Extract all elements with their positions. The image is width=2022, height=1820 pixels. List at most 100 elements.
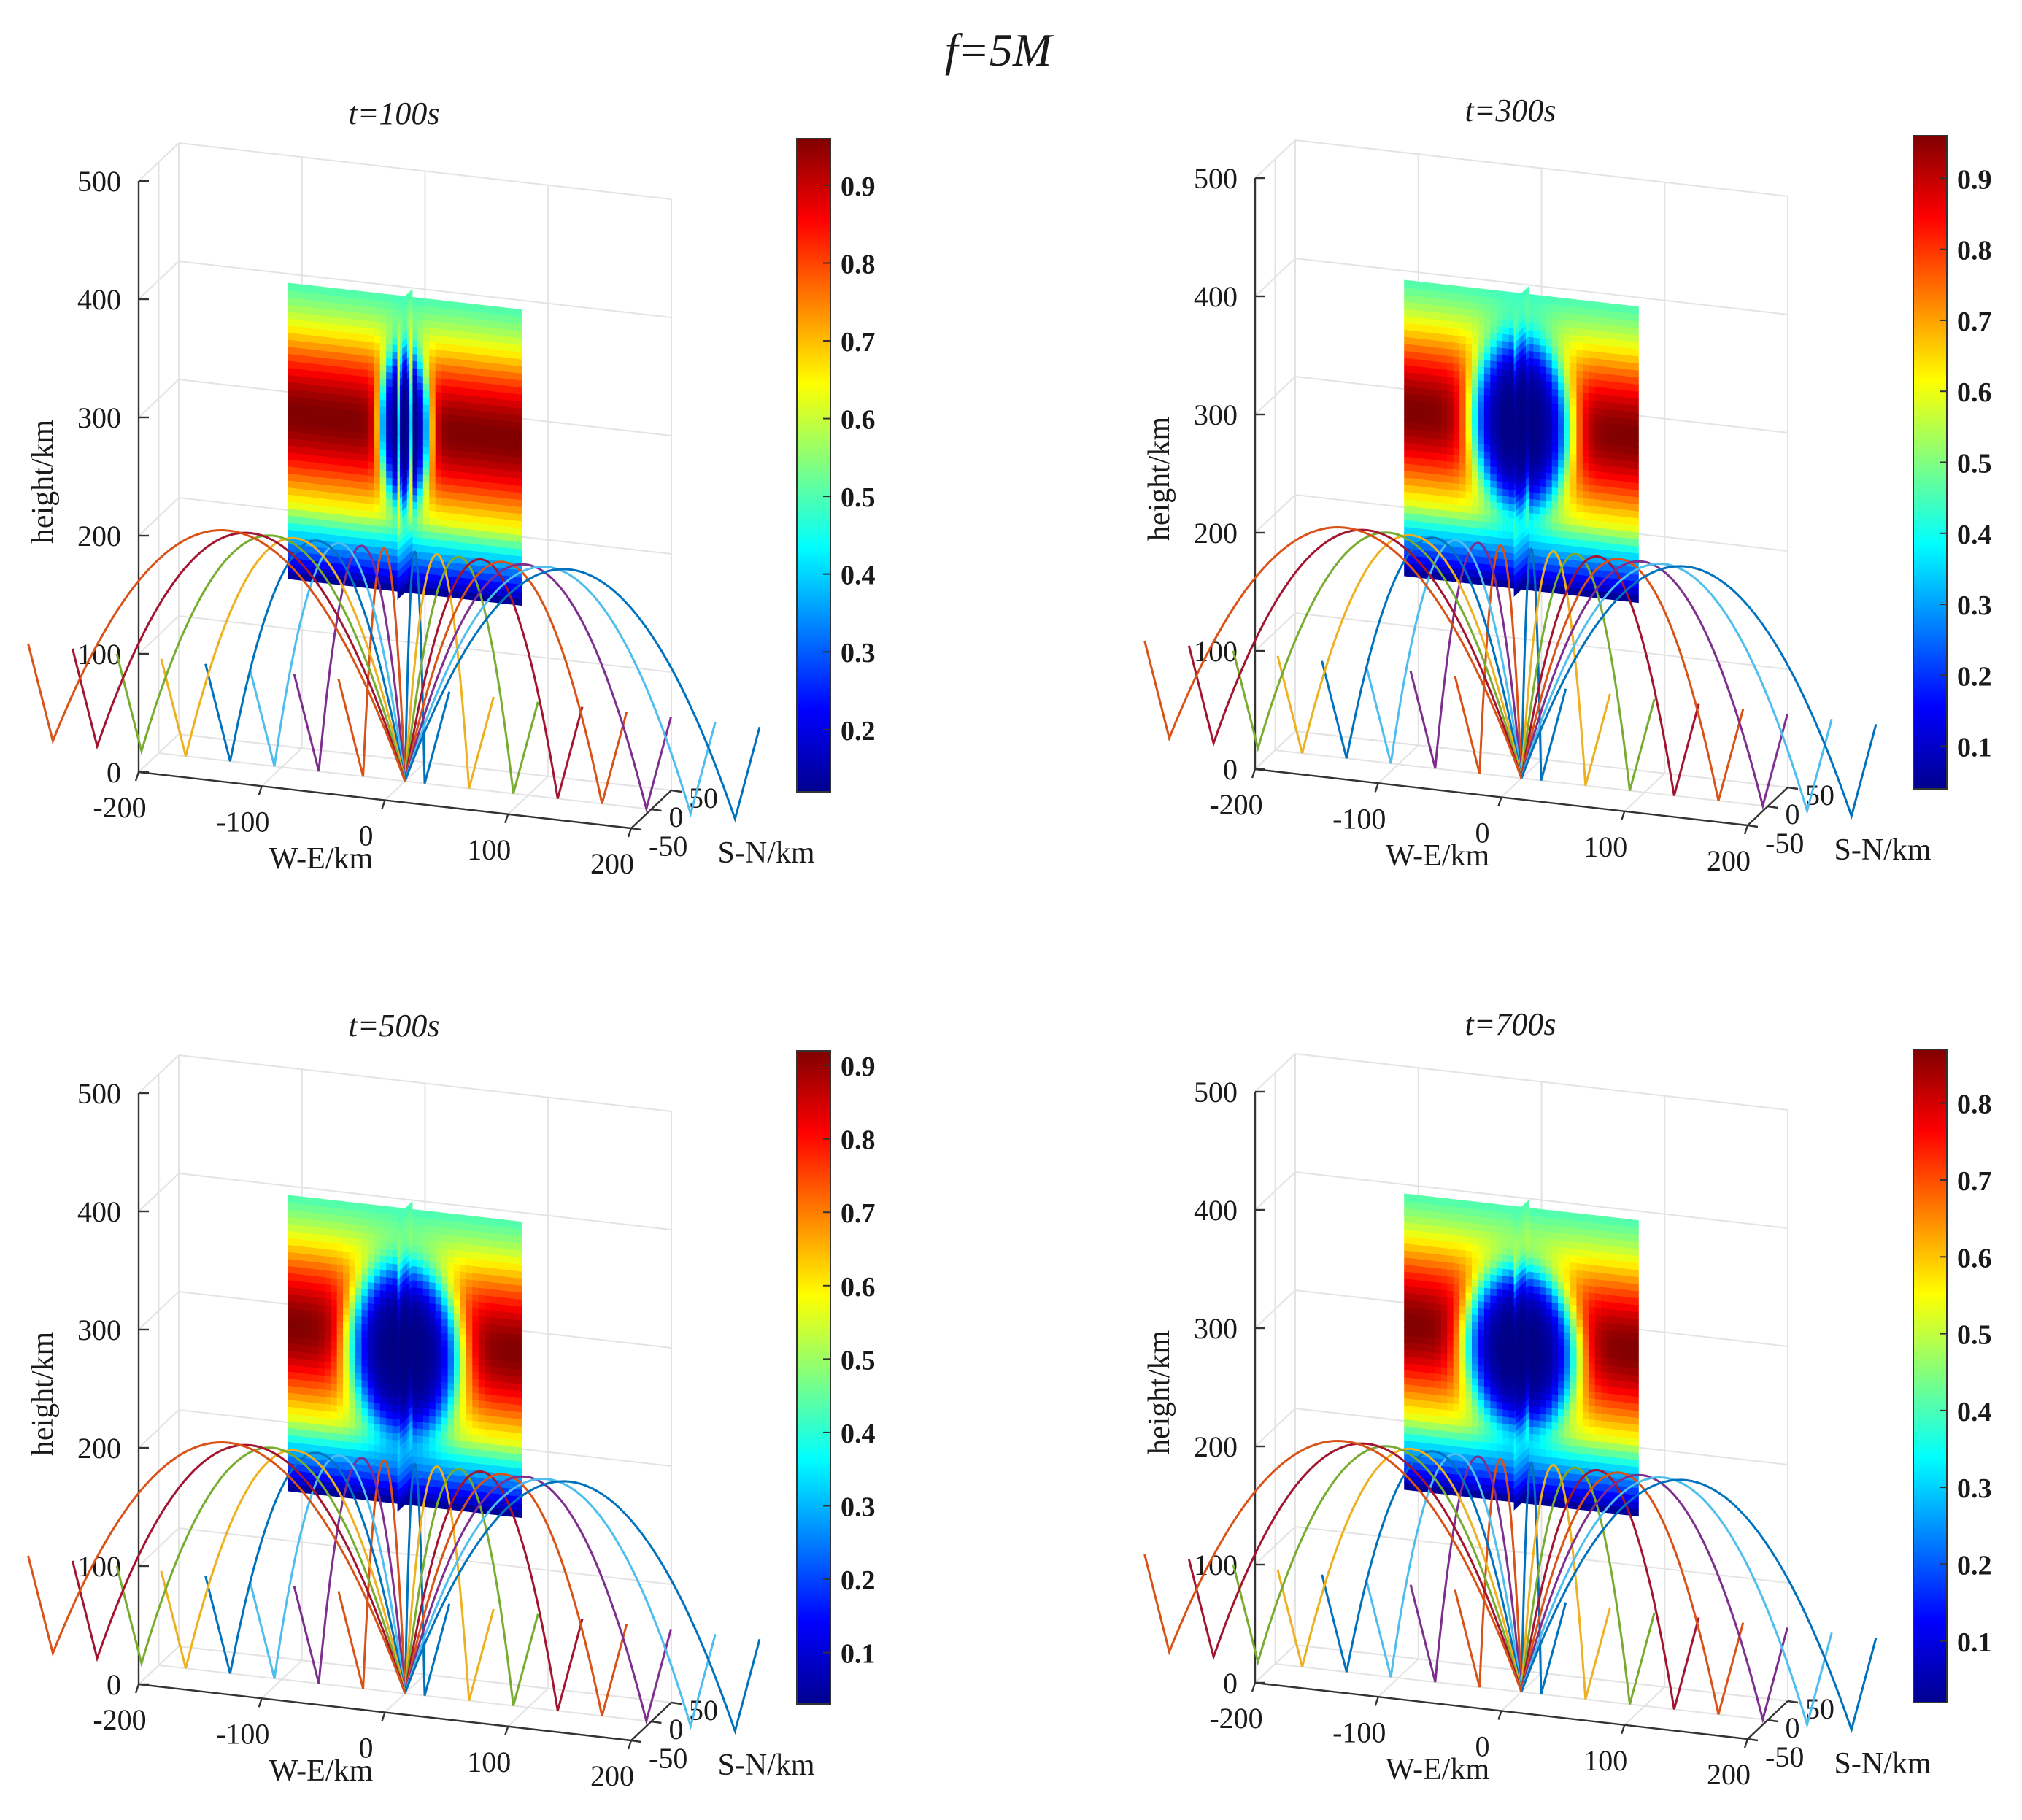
slice-cell <box>429 538 436 547</box>
slice-cell <box>361 1231 368 1241</box>
slice-cell <box>343 1215 350 1225</box>
slice-cell <box>1428 416 1436 425</box>
slice-cell <box>485 361 492 371</box>
slice-cell <box>343 1447 350 1457</box>
slice-cell <box>318 321 325 331</box>
slice-cell <box>1428 387 1436 397</box>
slice-cell <box>1619 529 1627 539</box>
slice-cell <box>386 385 393 394</box>
slice-cell <box>441 350 449 358</box>
slice-cell <box>515 400 522 409</box>
slice-cell <box>1570 482 1578 490</box>
slice-cell <box>367 369 375 378</box>
slice-cell <box>454 393 461 402</box>
slice-cell <box>417 1223 424 1233</box>
slice-cell <box>417 360 424 370</box>
slice-cell <box>1607 303 1615 312</box>
panel-title: t=500s <box>348 1008 439 1044</box>
slice-cell <box>312 419 320 428</box>
slice-cell <box>503 307 510 316</box>
slice-cell <box>288 290 295 298</box>
slice-cell <box>1404 455 1411 465</box>
slice-cell <box>1625 312 1633 321</box>
slice-cell <box>318 314 325 323</box>
slice-cell <box>349 367 356 376</box>
slice-cell <box>300 467 307 476</box>
slice-cell <box>1483 373 1492 382</box>
slice-cell <box>454 379 461 388</box>
slice-cell <box>355 494 363 504</box>
slice-cell <box>288 1370 295 1380</box>
slice-cell <box>1502 340 1510 350</box>
slice-cell <box>1404 371 1411 380</box>
slice-cell <box>435 299 443 309</box>
x-tick <box>134 771 140 782</box>
slice-cell <box>300 431 307 441</box>
slice-cell <box>454 449 461 458</box>
slice-cell <box>466 345 474 354</box>
slice-cell <box>1465 315 1473 324</box>
slice-cell <box>1416 337 1424 347</box>
slice-cell <box>331 485 338 493</box>
slice-cell <box>1582 476 1590 485</box>
slice-cell <box>435 355 443 365</box>
slice-cell <box>312 454 320 463</box>
slice-cell <box>435 363 443 372</box>
slice-cell <box>331 1284 338 1293</box>
slice-cell <box>1496 325 1504 334</box>
slice-cell <box>1564 396 1571 406</box>
slice-cell <box>300 1302 307 1311</box>
slice-cell <box>1422 359 1429 369</box>
slice-cell <box>300 1379 307 1388</box>
slice-cell <box>1576 454 1583 463</box>
slice-cell <box>343 324 350 333</box>
slice-cell <box>422 1210 431 1219</box>
slice-cell <box>485 410 492 420</box>
colorbar-tick-label: 0.7 <box>1957 306 1992 337</box>
slice-cell <box>336 393 344 403</box>
slice-cell <box>1546 345 1553 354</box>
slice-cell <box>331 1262 338 1272</box>
slice-cell <box>379 406 387 414</box>
x-tick-label: 0 <box>1475 817 1490 849</box>
slice-cell <box>293 1364 301 1373</box>
slice-cell <box>1478 351 1485 360</box>
x-tick-label: -100 <box>216 1717 269 1750</box>
slice-cell <box>374 1338 381 1347</box>
x-tick <box>258 1697 263 1708</box>
slice-cell <box>349 381 356 390</box>
slice-cell <box>1551 479 1559 488</box>
slice-cell <box>367 1365 375 1375</box>
slice-cell <box>1496 311 1504 320</box>
slice-cell <box>429 397 436 406</box>
slice-cell <box>478 515 486 525</box>
slice-cell <box>349 1265 356 1274</box>
slice-cell <box>379 1241 387 1249</box>
slice-cell <box>1589 336 1596 345</box>
slice-cell <box>379 511 387 520</box>
slice-cell <box>312 320 320 330</box>
slice-cell <box>1465 498 1473 507</box>
slice-cell <box>1478 344 1485 353</box>
slice-cell <box>1410 280 1418 290</box>
slice-cell <box>349 374 356 383</box>
slice-cell <box>422 1421 431 1430</box>
ray-path <box>71 531 406 782</box>
slice-cell <box>1453 517 1461 527</box>
slice-cell <box>367 1316 375 1325</box>
slice-cell <box>361 1295 368 1304</box>
slice-cell <box>1435 367 1442 377</box>
slice-cell <box>324 1255 332 1265</box>
slice-cell <box>1570 333 1578 343</box>
slice-cell <box>497 390 504 400</box>
slice-cell <box>379 350 387 358</box>
slice-cell <box>318 1297 325 1306</box>
slice-cell <box>1428 374 1436 383</box>
slice-cell <box>361 1224 368 1233</box>
z-tick-label: 500 <box>1194 162 1238 195</box>
panel-title: t=100s <box>348 96 439 131</box>
slice-cell <box>1502 431 1510 441</box>
colorbar-tick-label: 0.8 <box>841 249 876 279</box>
slice-cell <box>1570 432 1578 441</box>
